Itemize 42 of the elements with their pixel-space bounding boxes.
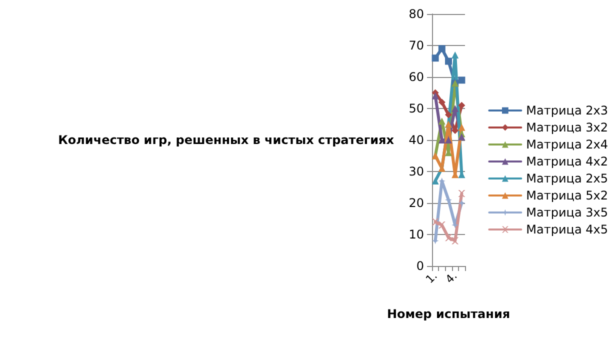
legend-label: Матрица 2x4: [526, 138, 608, 152]
point: [432, 54, 439, 62]
point: [445, 234, 452, 242]
y-tick-label: 30: [408, 164, 424, 178]
point: [458, 133, 466, 140]
y-tick-label: 20: [408, 196, 424, 210]
point: [432, 218, 439, 226]
point: [458, 102, 466, 109]
y-tick-label: 50: [408, 102, 424, 116]
legend-label: Матрица 3x5: [526, 206, 608, 220]
point: [458, 124, 466, 131]
x-tick-label: 4.: [443, 269, 460, 286]
point: [432, 177, 439, 184]
legend-label: Матрица 5x2: [526, 188, 608, 202]
y-tick-label: 40: [408, 133, 424, 147]
legend-label: Матрица 4x2: [526, 154, 608, 168]
point: [458, 200, 466, 206]
y-tick-label: 0: [416, 259, 424, 273]
point: [438, 222, 446, 229]
x-axis-title: Номер испытания: [386, 307, 510, 321]
point: [445, 136, 452, 144]
y-tick-label: 60: [408, 70, 424, 84]
point: [438, 118, 446, 125]
legend-label: Матрица 3x2: [526, 120, 608, 134]
point: [438, 45, 446, 52]
x-tick-label: 1.: [423, 269, 440, 286]
legend-label: Матрица 4x5: [526, 222, 608, 236]
point: [452, 51, 459, 58]
legend-label: Матрица 2x5: [526, 172, 608, 186]
point: [452, 237, 459, 244]
y-axis-title: Количество игр, решенных в чистых стратегиях: [58, 133, 394, 147]
y-tick-label: 70: [408, 38, 424, 52]
point: [432, 92, 439, 100]
point: [445, 111, 452, 118]
point: [458, 76, 466, 84]
point: [438, 98, 446, 106]
point: [445, 58, 452, 65]
y-tick-label: 10: [408, 228, 424, 242]
y-tick-label: 80: [408, 7, 424, 21]
legend-label: Матрица 2x3: [526, 104, 608, 118]
point: [458, 190, 466, 198]
point: [452, 105, 459, 112]
